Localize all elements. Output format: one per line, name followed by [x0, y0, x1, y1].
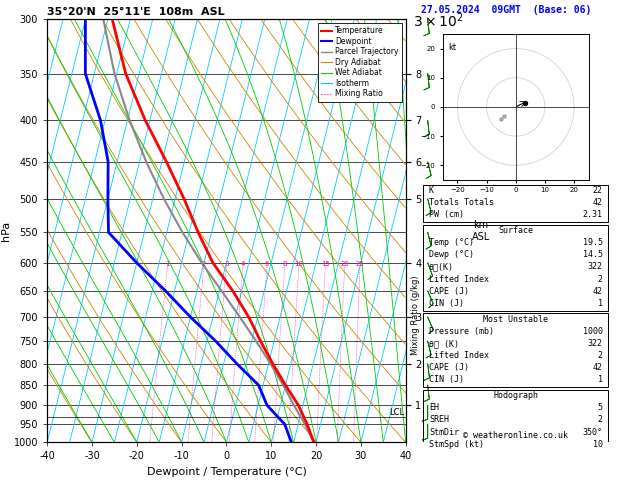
Legend: Temperature, Dewpoint, Parcel Trajectory, Dry Adiabat, Wet Adiabat, Isotherm, Mi: Temperature, Dewpoint, Parcel Trajectory…	[318, 23, 402, 102]
Text: 8: 8	[282, 261, 287, 267]
Text: Totals Totals: Totals Totals	[429, 198, 494, 207]
Text: 3: 3	[225, 261, 229, 267]
Text: 2: 2	[598, 351, 603, 360]
X-axis label: Dewpoint / Temperature (°C): Dewpoint / Temperature (°C)	[147, 467, 306, 477]
Text: 2: 2	[598, 275, 603, 283]
Text: PW (cm): PW (cm)	[429, 210, 464, 219]
Point	[496, 115, 506, 122]
Text: CIN (J): CIN (J)	[429, 299, 464, 308]
Text: StmDir: StmDir	[429, 428, 459, 436]
Text: 1: 1	[598, 375, 603, 384]
Text: 1: 1	[165, 261, 170, 267]
Text: 350°: 350°	[582, 428, 603, 436]
Text: Most Unstable: Most Unstable	[483, 315, 548, 324]
Text: K: K	[429, 186, 434, 195]
Text: 5: 5	[598, 403, 603, 412]
Bar	[423, 185, 608, 222]
Text: CIN (J): CIN (J)	[429, 375, 464, 384]
Bar	[423, 313, 608, 387]
Text: 25: 25	[356, 261, 365, 267]
Text: 6: 6	[265, 261, 269, 267]
Text: Pressure (mb): Pressure (mb)	[429, 327, 494, 336]
Text: kt: kt	[448, 43, 457, 52]
Text: Temp (°C): Temp (°C)	[429, 238, 474, 247]
Text: 4: 4	[241, 261, 245, 267]
Text: Lifted Index: Lifted Index	[429, 351, 489, 360]
Point	[499, 112, 509, 120]
Text: 19.5: 19.5	[582, 238, 603, 247]
Y-axis label: km
ASL: km ASL	[472, 220, 490, 242]
Text: 2: 2	[202, 261, 206, 267]
Text: 20: 20	[340, 261, 349, 267]
Text: 42: 42	[593, 363, 603, 372]
Text: 22: 22	[593, 186, 603, 195]
Text: 322: 322	[587, 339, 603, 348]
Text: 10: 10	[593, 440, 603, 449]
Text: CAPE (J): CAPE (J)	[429, 363, 469, 372]
Point	[520, 99, 530, 106]
Text: 322: 322	[587, 262, 603, 272]
Text: Dewp (°C): Dewp (°C)	[429, 250, 474, 260]
Y-axis label: hPa: hPa	[1, 221, 11, 241]
Text: CAPE (J): CAPE (J)	[429, 287, 469, 295]
Text: 2: 2	[598, 416, 603, 424]
Text: 1000: 1000	[582, 327, 603, 336]
Text: SREH: SREH	[429, 416, 449, 424]
Text: 42: 42	[593, 198, 603, 207]
Text: 27.05.2024  09GMT  (Base: 06): 27.05.2024 09GMT (Base: 06)	[421, 5, 592, 15]
Text: EH: EH	[429, 403, 439, 412]
Bar	[423, 225, 608, 311]
Text: StmSpd (kt): StmSpd (kt)	[429, 440, 484, 449]
Text: 42: 42	[593, 287, 603, 295]
Text: θᴄ(K): θᴄ(K)	[429, 262, 454, 272]
Text: 1: 1	[598, 299, 603, 308]
Bar	[423, 390, 608, 452]
Text: θᴄ (K): θᴄ (K)	[429, 339, 459, 348]
Text: 15: 15	[321, 261, 330, 267]
Text: Lifted Index: Lifted Index	[429, 275, 489, 283]
Text: Surface: Surface	[498, 226, 533, 235]
Text: 35°20'N  25°11'E  108m  ASL: 35°20'N 25°11'E 108m ASL	[47, 7, 225, 17]
Text: 14.5: 14.5	[582, 250, 603, 260]
Text: 10: 10	[294, 261, 304, 267]
Text: © weatheronline.co.uk: © weatheronline.co.uk	[464, 431, 568, 440]
Text: Hodograph: Hodograph	[493, 391, 538, 400]
Text: 2.31: 2.31	[582, 210, 603, 219]
Text: LCL: LCL	[389, 408, 404, 417]
Text: Mixing Ratio (g/kg): Mixing Ratio (g/kg)	[411, 276, 420, 355]
